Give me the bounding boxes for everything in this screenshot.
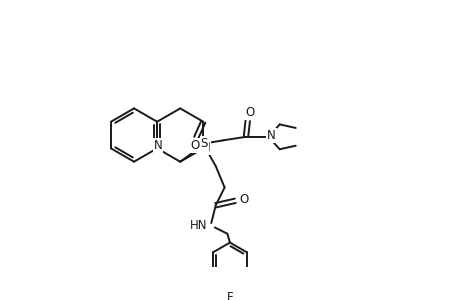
Text: N: N <box>201 141 210 154</box>
Text: O: O <box>244 106 253 119</box>
Text: N: N <box>267 129 275 142</box>
Text: HN: HN <box>190 219 207 232</box>
Text: S: S <box>200 137 207 150</box>
Text: O: O <box>239 193 248 206</box>
Text: N: N <box>153 139 162 152</box>
Text: F: F <box>226 291 233 300</box>
Text: O: O <box>190 139 200 152</box>
